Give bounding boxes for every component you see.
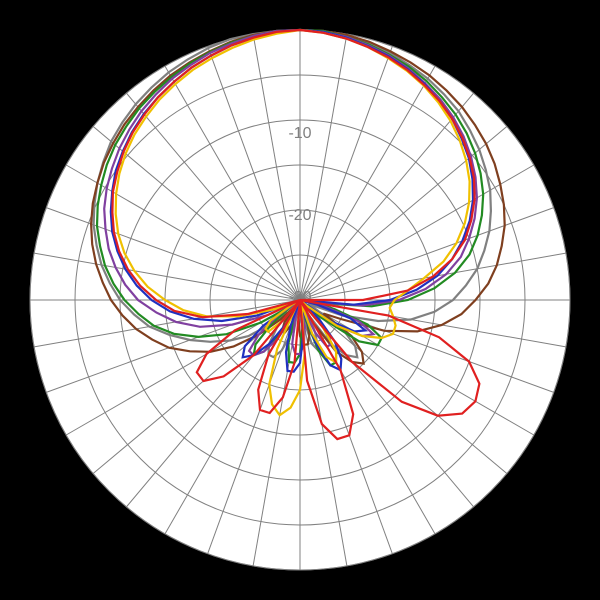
r-tick-label: -20 [288,207,311,224]
polar-radiation-pattern: -10-20-30 [0,0,600,600]
r-tick-label: -10 [288,125,311,142]
